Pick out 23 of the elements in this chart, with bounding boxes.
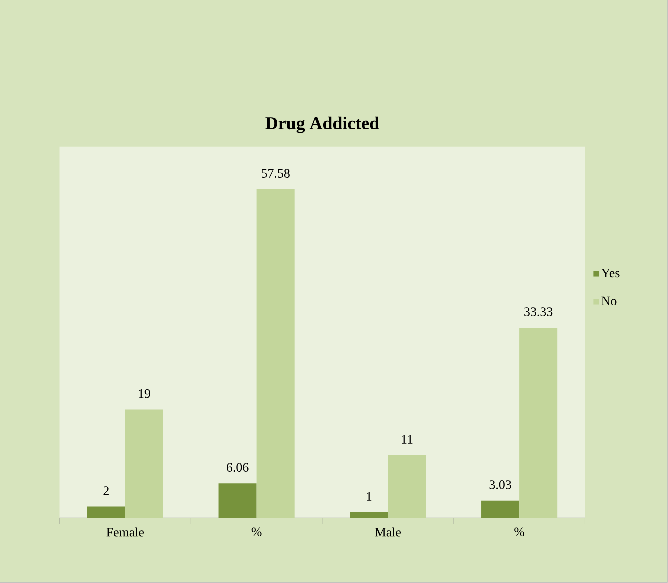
legend-label: No (602, 296, 617, 306)
x-tick-label: Female (106, 528, 144, 537)
data-label: 1 (367, 492, 372, 501)
data-label: 3.03 (490, 480, 512, 490)
bar (520, 328, 558, 518)
data-label: 33.33 (524, 308, 553, 316)
legend-label: Yes (601, 268, 620, 278)
bar (388, 455, 426, 518)
x-tick-label: % (514, 528, 525, 537)
data-label: 57.58 (262, 169, 290, 178)
data-label: 19 (139, 390, 150, 398)
bar (218, 484, 257, 518)
x-tick-label: % (252, 528, 262, 537)
data-label: 11 (402, 435, 413, 444)
bar (125, 410, 164, 518)
chart-title: Drug Addicted (266, 116, 380, 134)
data-label: 2 (104, 486, 109, 496)
bar (256, 190, 295, 518)
data-label: 6.06 (227, 463, 249, 472)
bar (87, 506, 126, 518)
bar (482, 500, 520, 518)
x-tick-label: Male (375, 528, 402, 537)
bar (350, 512, 388, 518)
